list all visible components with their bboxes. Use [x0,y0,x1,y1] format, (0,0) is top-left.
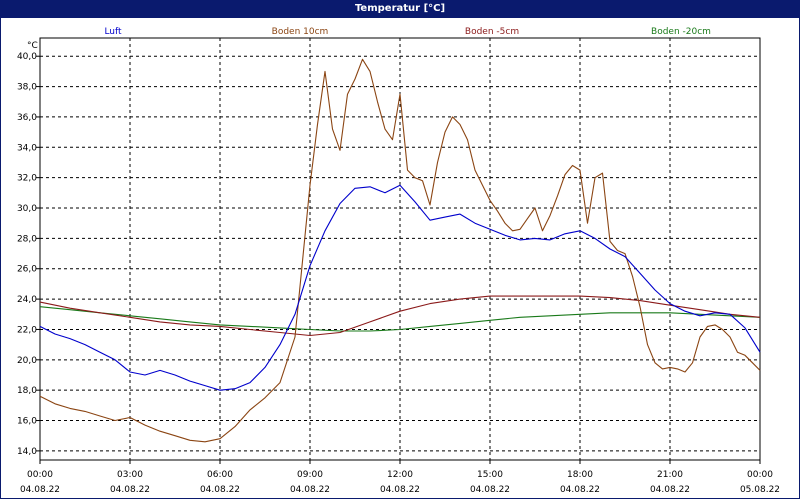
legend-entry: Boden -20cm [651,27,711,37]
x-tick-time-label: 06:00 [207,470,233,480]
x-tick-time-label: 09:00 [297,470,323,480]
y-tick-label: 30,0 [17,204,37,214]
y-tick-label: 26,0 [17,265,37,275]
x-tick-date-label: 04.08.22 [20,485,60,495]
x-tick-time-label: 03:00 [117,470,143,480]
y-tick-label: 34,0 [17,143,37,153]
y-axis-ticks: 14,0 16,0 18,0 20,0 22,0 24,0 26,0 28,0 30,0 32,0… [17,52,40,457]
x-tick-time-label: 12:00 [387,470,413,480]
x-tick-time-label: 00:00 [747,470,773,480]
x-tick-date-label: 04.08.22 [470,485,510,495]
x-tick-date-label: 04.08.22 [560,485,600,495]
y-tick-label: 22,0 [17,325,37,335]
x-tick-time-label: 00:00 [27,470,53,480]
x-tick-time-label: 18:00 [567,470,593,480]
series-line-boden-10cm [39,58,761,443]
y-tick-label: 14,0 [17,447,37,457]
y-tick-label: 24,0 [17,295,37,305]
x-tick-date-label: 04.08.22 [110,485,150,495]
legend-entry: Boden 10cm [272,27,329,37]
series-lines [39,58,761,443]
x-axis-ticks: 00:00 04.08.22 03:00 04.08.22 06:00 04.08.22 0… [20,460,780,495]
y-tick-label: 36,0 [17,113,37,123]
y-tick-label: 38,0 [17,83,37,93]
y-tick-label: 20,0 [17,356,37,366]
series-line-luft [39,184,761,391]
x-tick-time-label: 15:00 [477,470,503,480]
y-axis-label: °C [27,41,38,51]
x-tick-date-label: 04.08.22 [290,485,330,495]
x-tick-date-label: 04.08.22 [380,485,420,495]
series-line-boden-5cm [39,295,761,337]
legend-entry: Boden -5cm [465,27,519,37]
y-tick-label: 28,0 [17,234,37,244]
window-title: Temperatur [°C] [0,0,800,18]
y-tick-label: 32,0 [17,174,37,184]
x-tick-time-label: 21:00 [657,470,683,480]
x-tick-date-label: 04.08.22 [650,485,690,495]
series-line-boden-20cm [39,306,761,332]
x-tick-date-label: 04.08.22 [200,485,240,495]
legend: Luft Boden 10cm Boden -5cm Boden -20cm [104,27,711,37]
grid-lines [40,38,760,460]
y-tick-label: 18,0 [17,386,37,396]
legend-entry: Luft [104,27,122,37]
y-tick-label: 16,0 [17,417,37,427]
x-tick-date-label: 05.08.22 [740,485,780,495]
y-tick-label: 40,0 [17,52,37,62]
